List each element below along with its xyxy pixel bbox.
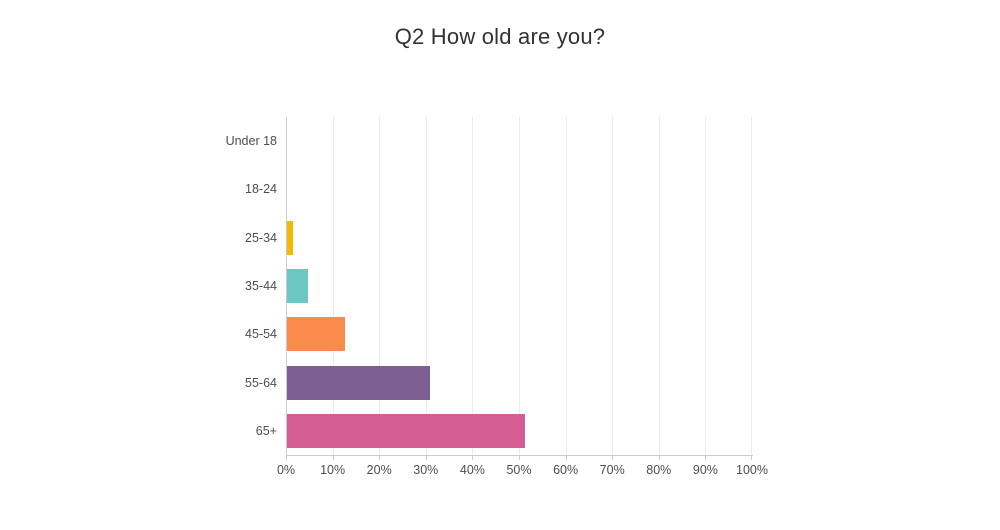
gridline-100% — [751, 117, 752, 455]
bar-65plus[interactable] — [287, 413, 526, 448]
y-axis-line — [286, 117, 287, 455]
x-axis-tick-labels: 0% 10% 20% 30% 40% 50% 60% 70% 80% 90% 100% — [277, 463, 768, 479]
gridline-70% — [612, 117, 613, 455]
x-tick-label-30%: 30% — [413, 463, 439, 477]
x-tick-30% — [426, 456, 427, 460]
gridline-50% — [519, 117, 520, 455]
gridline-80% — [659, 117, 660, 455]
category-label-under-18: Under 18 — [225, 134, 277, 149]
category-axis: Under 18 18-24 25-34 35-44 45-54 55-64 65+ — [0, 117, 277, 455]
x-tick-label-0%: 0% — [276, 463, 296, 477]
x-tick-label-80%: 80% — [646, 463, 672, 477]
category-label-65plus: 65+ — [255, 423, 277, 438]
gridline-40% — [472, 117, 473, 455]
category-label-25-34: 25-34 — [245, 230, 277, 245]
x-tick-label-60%: 60% — [553, 463, 579, 477]
category-label-45-54: 45-54 — [245, 327, 277, 342]
x-tick-40% — [472, 456, 473, 460]
x-tick-60% — [566, 456, 567, 460]
gridline-60% — [566, 117, 567, 455]
x-tick-label-20%: 20% — [366, 463, 392, 477]
x-tick-label-90%: 90% — [692, 463, 718, 477]
x-tick-70% — [612, 456, 613, 460]
x-tick-label-100%: 100% — [736, 463, 768, 477]
x-tick-100% — [751, 456, 752, 460]
x-axis-line — [286, 455, 753, 456]
x-tick-label-50%: 50% — [506, 463, 532, 477]
chart-title: Q2 How old are you? — [394, 24, 606, 49]
x-tick-0% — [286, 456, 287, 460]
x-tick-label-40%: 40% — [459, 463, 485, 477]
x-tick-80% — [659, 456, 660, 460]
category-label-55-64: 55-64 — [245, 375, 277, 390]
gridline-20% — [379, 117, 380, 455]
category-label-18-24: 18-24 — [245, 182, 277, 197]
x-tick-20% — [379, 456, 380, 460]
bar-45-54[interactable] — [287, 317, 345, 352]
gridline-10% — [333, 117, 334, 455]
bar-25-34[interactable] — [287, 220, 293, 255]
plot-area — [286, 117, 752, 455]
category-label-35-44: 35-44 — [245, 279, 277, 293]
x-tick-label-70%: 70% — [599, 463, 625, 477]
x-tick-50% — [519, 456, 520, 460]
x-axis-ticks — [286, 456, 752, 461]
x-tick-label-10%: 10% — [320, 463, 346, 477]
gridline-90% — [705, 117, 706, 455]
bar-55-64[interactable] — [287, 365, 431, 400]
x-tick-10% — [333, 456, 334, 460]
x-tick-90% — [705, 456, 706, 460]
bar-35-44[interactable] — [287, 269, 308, 303]
gridline-30% — [426, 117, 427, 455]
